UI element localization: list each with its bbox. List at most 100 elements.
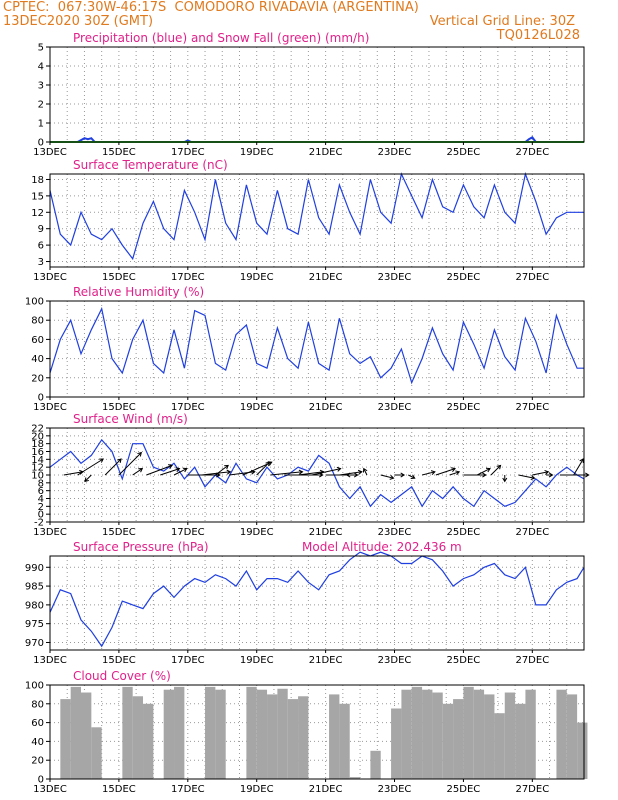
x-tick-label: 19DEC — [240, 527, 274, 538]
wind-vector — [173, 468, 188, 476]
wind-vector-head — [410, 474, 416, 480]
cloud-bar — [411, 686, 423, 779]
x-tick-label: 19DEC — [240, 272, 274, 283]
wind-vector — [363, 468, 368, 476]
cloud-bar — [205, 686, 216, 779]
y-tick-label: 12 — [31, 208, 44, 219]
cloud-bar — [81, 692, 92, 779]
x-tick-label: 19DEC — [240, 655, 274, 666]
x-tick-label: 25DEC — [447, 527, 481, 538]
wind-vector — [77, 458, 104, 476]
x-tick-label: 21DEC — [309, 655, 343, 666]
cloud-bar — [515, 703, 526, 779]
y-tick-label: 985 — [25, 582, 44, 593]
wind-vector — [573, 458, 584, 476]
y-tick-label: 6 — [38, 486, 44, 497]
x-tick-label: 23DEC — [378, 402, 412, 413]
y-tick-label: 18 — [31, 175, 44, 186]
cloud-bar — [432, 692, 443, 779]
wind-vector — [229, 471, 255, 476]
wind-vector-head — [182, 467, 188, 473]
x-tick-label: 21DEC — [309, 147, 343, 158]
cloud-bar — [70, 686, 82, 779]
wind-vector — [421, 471, 435, 476]
panel-frame — [49, 173, 585, 268]
wind-vector — [408, 474, 415, 479]
wind-vector-head — [226, 469, 232, 475]
wind-vector-head — [362, 467, 368, 473]
panel-frame — [49, 427, 585, 523]
wind-vector — [449, 471, 460, 476]
x-tick-label: 13DEC — [33, 272, 67, 283]
header-date: 13DEC2020 30Z (GMT) — [3, 14, 154, 29]
x-tick-label: 15DEC — [102, 655, 136, 666]
wind-vector-head — [175, 467, 181, 472]
x-tick-label: 19DEC — [240, 784, 274, 795]
wind-vector-head — [117, 458, 122, 464]
wind-vector-head — [544, 469, 550, 475]
y-tick-label: 18 — [31, 439, 44, 450]
x-tick-label: 21DEC — [309, 527, 343, 538]
wind-vector-head — [502, 477, 508, 483]
x-tick-label: 21DEC — [309, 402, 343, 413]
cloud-bar — [60, 699, 71, 779]
wind-vector — [380, 474, 394, 479]
wind-vector-head — [530, 475, 536, 481]
wind-vector-head — [579, 458, 584, 464]
x-tick-label: 13DEC — [33, 655, 67, 666]
y-tick-label: 8 — [38, 478, 44, 489]
panel-frame — [49, 684, 585, 780]
wind-vector-head — [345, 472, 351, 478]
x-tick-label: 27DEC — [515, 272, 549, 283]
y-tick-label: 2 — [38, 502, 44, 513]
y-tick-label: 16 — [31, 447, 44, 458]
panel-frame — [49, 555, 585, 651]
cloud-bar — [556, 689, 567, 779]
wind-vector-head — [357, 469, 363, 475]
x-tick-label: 23DEC — [378, 784, 412, 795]
x-tick-label: 25DEC — [447, 655, 481, 666]
cloud-bar — [143, 703, 154, 779]
cloud-bar — [267, 694, 278, 779]
panel-frame — [49, 46, 585, 143]
series-line — [49, 306, 584, 385]
cloud-bar — [453, 699, 464, 779]
wind-vector-head — [455, 470, 461, 476]
cloud-bar — [391, 708, 402, 779]
cloud-bar — [215, 689, 226, 779]
x-tick-label: 13DEC — [33, 784, 67, 795]
x-tick-label: 27DEC — [515, 402, 549, 413]
y-tick-label: 0 — [38, 510, 44, 521]
panel-title: Cloud Cover (%) — [73, 669, 171, 683]
cloud-bar — [339, 703, 350, 779]
x-tick-label: 17DEC — [171, 527, 205, 538]
x-tick-label: 17DEC — [171, 272, 205, 283]
cloud-bar — [132, 696, 144, 779]
cloud-bar — [504, 692, 516, 779]
y-tick-label: 40 — [31, 737, 44, 748]
y-tick-label: 80 — [31, 316, 44, 327]
wind-vector-head — [265, 461, 271, 467]
wind-vector-head — [548, 472, 554, 478]
y-tick-label: 60 — [31, 718, 44, 729]
y-tick-label: 9 — [38, 224, 44, 235]
y-tick-label: 0 — [38, 775, 44, 786]
wind-vector-head — [84, 477, 89, 483]
wind-vector — [297, 471, 324, 476]
series-line — [49, 171, 584, 261]
x-tick-label: 17DEC — [171, 784, 205, 795]
panel-title: Precipitation (blue) and Snow Fall (gree… — [73, 31, 369, 45]
y-tick-label: 22 — [31, 424, 44, 435]
wind-vector-head — [336, 466, 342, 472]
wind-vector-head — [496, 464, 502, 470]
x-tick-label: 15DEC — [102, 272, 136, 283]
cloud-bar — [525, 689, 536, 779]
wind-vector — [160, 468, 180, 476]
y-tick-label: 60 — [31, 335, 44, 346]
cloud-bar — [329, 694, 340, 779]
wind-vector-head — [400, 472, 406, 478]
y-tick-label: 4 — [38, 494, 44, 505]
wind-vector — [146, 464, 173, 476]
wind-vector — [201, 471, 231, 476]
